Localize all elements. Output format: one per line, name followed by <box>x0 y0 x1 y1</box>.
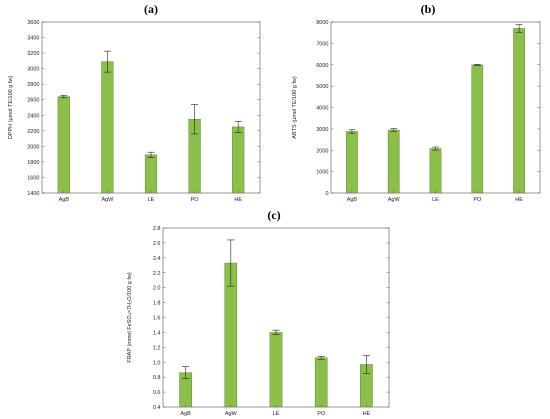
panel-b-x-tick-label: AgB <box>347 197 358 203</box>
panel-c-x-tick-label: LE <box>273 411 280 417</box>
panel-b-y-tick-label: 7000 <box>316 41 328 47</box>
panel-b-y-axis-title: ABTS (µmol TE/100 g fw) <box>292 76 298 139</box>
panel-c-y-ticks: 0.4 0.6 0.8 1.0 1.2 1.4 1.6 1.8 2.0 2.2 2.4 2.6 2.8 <box>153 226 389 411</box>
panel-c-y-tick-label: 1.8 <box>153 301 161 307</box>
panel-c-y-tick-label: 1.6 <box>153 316 161 322</box>
panel-c-y-tick-label: 2.6 <box>153 241 161 247</box>
panel-b-y-tick-label: 2000 <box>316 148 328 154</box>
panel-c-y-tick-label: 2.2 <box>153 271 161 277</box>
panel-c-bar-le <box>269 332 283 408</box>
panel-a-y-tick-label: 1400 <box>27 191 39 197</box>
panel-c-x-tick-label: HE <box>363 411 371 417</box>
panel-a-y-tick-label: 2600 <box>27 98 39 104</box>
panel-b-bar-agb <box>346 131 358 194</box>
panel-b-y-tick-label: 0 <box>325 191 328 197</box>
panel-c-x-tick-label: AgW <box>225 411 238 417</box>
panel-a-bars <box>57 50 245 194</box>
panel-b-x-tick-label: HE <box>515 197 523 203</box>
panel-b-x-tick-label: AgW <box>388 197 401 203</box>
panel-b-x-tick-label: LE <box>432 197 439 203</box>
panel-a-y-axis-title: DPPH (µmol TE/100 g fw) <box>8 76 14 139</box>
panel-a-x-tick-label: HE <box>234 197 242 203</box>
panel-c-x-tick-label: PO <box>317 411 326 417</box>
panel-b-bar-le <box>429 148 442 194</box>
panel-a-bar-le <box>144 154 158 194</box>
panel-c-y-axis-title: FRAP (mmol FeSO₄×7H₂O/100 g fw) <box>127 272 133 362</box>
panel-a-y-tick-label: 3400 <box>27 36 39 42</box>
panel-c-letter: (c) <box>267 208 280 222</box>
panel-b-y-tick-label: 8000 <box>316 20 328 26</box>
panel-b-bar-agw <box>387 129 400 194</box>
panel-c-y-tick-label: 2.0 <box>153 286 161 292</box>
panel-a-x-tick-label: AgW <box>101 197 114 203</box>
panel-c-y-tick-label: 1.2 <box>153 345 161 351</box>
panel-b-y-ticks: 0 1000 2000 3000 4000 5000 6000 7000 8000 <box>316 20 540 197</box>
panel-a-x-ticks: AgB AgW LE PO HE <box>59 190 242 203</box>
panel-a-y-tick-label: 3600 <box>27 20 39 26</box>
panel-a-bar-agb <box>57 96 70 194</box>
panel-a-y-tick-label: 1800 <box>27 160 39 166</box>
panel-b-y-tick-label: 4000 <box>316 106 328 112</box>
panel-c-y-tick-label: 0.4 <box>153 405 161 411</box>
panel-b-bar-he <box>513 28 525 194</box>
panel-b: (b) ABTS (µmol TE/100 g fw) 0 1000 2000 300… <box>292 2 541 203</box>
panel-a-y-tick-label: 3000 <box>27 67 39 73</box>
panel-c-x-ticks: AgB AgW LE PO HE <box>180 404 371 417</box>
panel-a-y-tick-label: 2200 <box>27 129 39 135</box>
panel-a: (a) DPPH (µmol TE/100 g fw) 1400 1600 1800… <box>8 2 261 203</box>
panel-c-y-tick-label: 0.6 <box>153 390 161 396</box>
panel-c-bar-po <box>314 357 328 408</box>
panel-a-y-tick-label: 2000 <box>27 144 39 150</box>
panel-b-letter: (b) <box>421 2 436 16</box>
panel-a-bar-agw <box>101 61 114 194</box>
panel-a-bar-he <box>232 126 245 194</box>
panel-a-x-tick-label: PO <box>191 197 200 203</box>
panel-c-y-tick-label: 2.4 <box>153 256 161 262</box>
panel-c-x-tick-label: AgB <box>180 411 191 417</box>
panel-a-y-tick-label: 1600 <box>27 175 39 181</box>
panel-a-y-tick-label: 3200 <box>27 51 39 57</box>
panel-b-x-ticks: AgB AgW LE PO HE <box>347 190 523 203</box>
panel-b-y-tick-label: 1000 <box>316 170 328 176</box>
panel-c-y-tick-label: 0.8 <box>153 375 161 381</box>
panel-b-y-tick-label: 6000 <box>316 63 328 69</box>
panel-b-x-tick-label: PO <box>473 197 482 203</box>
panel-c-y-tick-label: 1.0 <box>153 360 161 366</box>
panel-a-x-tick-label: AgB <box>59 197 70 203</box>
panel-a-y-tick-label: 2800 <box>27 82 39 88</box>
panel-b-bar-po <box>471 64 484 194</box>
panel-b-y-tick-label: 3000 <box>316 127 328 133</box>
panel-a-x-tick-label: LE <box>148 197 155 203</box>
panel-a-letter: (a) <box>144 2 158 16</box>
panel-c-y-tick-label: 1.4 <box>153 330 161 336</box>
panel-c-y-tick-label: 2.8 <box>153 226 161 232</box>
panel-c-bars <box>179 239 373 408</box>
panel-a-y-ticks: 1400 1600 1800 2000 2200 2400 2600 2800 3000 3200… <box>27 20 260 197</box>
panel-c: (c) FRAP (mmol FeSO₄×7H₂O/100 g fw) 0.40… <box>127 208 390 417</box>
panel-a-y-tick-label: 2400 <box>27 113 39 119</box>
panel-b-y-tick-label: 5000 <box>316 84 328 90</box>
